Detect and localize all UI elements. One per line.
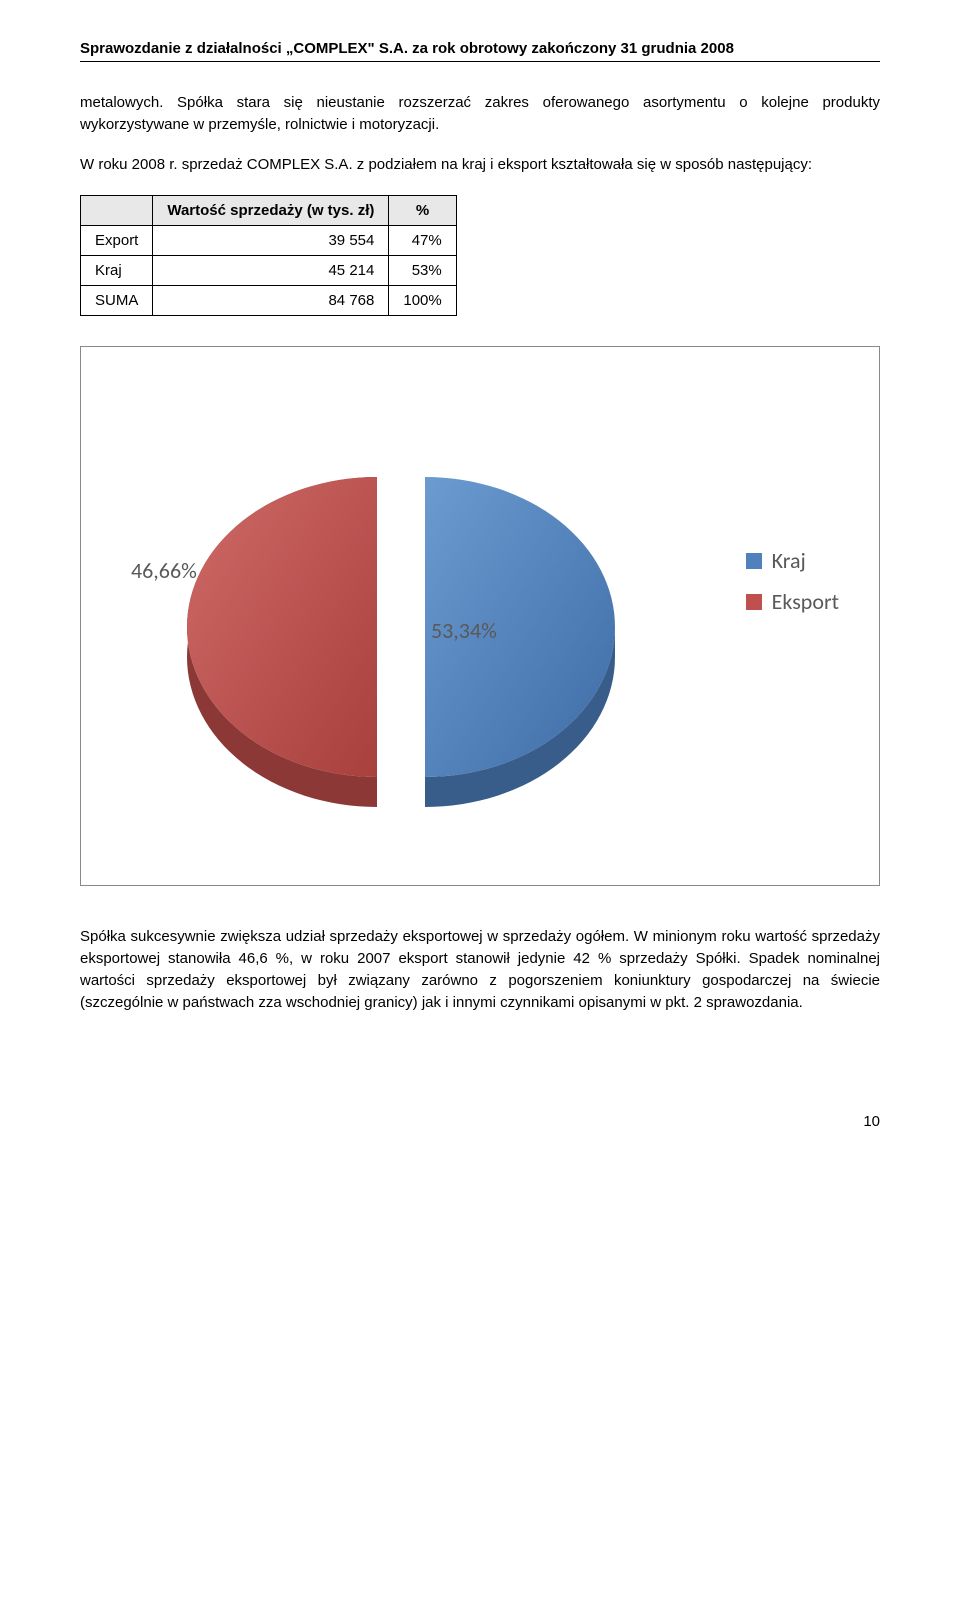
page-number: 10 (80, 1113, 880, 1130)
legend-label-kraj: Kraj (772, 547, 806, 574)
header-divider (80, 61, 880, 62)
pie-chart: 46,66% 53,34% (141, 407, 661, 827)
table-header-value: Wartość sprzedaży (w tys. zł) (153, 196, 389, 226)
table-cell-value: 45 214 (153, 256, 389, 286)
table-cell-pct: 47% (389, 226, 456, 256)
pie-label-eksport: 46,66% (131, 557, 197, 584)
pie-chart-container: 46,66% 53,34% Kraj Eksport (80, 346, 880, 886)
table-cell-label: Export (81, 226, 153, 256)
doc-header-title: Sprawozdanie z działalności „COMPLEX" S.… (80, 40, 880, 57)
table-row: Kraj 45 214 53% (81, 256, 457, 286)
pie-label-kraj: 53,34% (431, 617, 497, 644)
table-row: Export 39 554 47% (81, 226, 457, 256)
table-header-row: Wartość sprzedaży (w tys. zł) % (81, 196, 457, 226)
pie-chart-svg (141, 407, 661, 827)
table-row: SUMA 84 768 100% (81, 286, 457, 316)
table-cell-value: 84 768 (153, 286, 389, 316)
chart-legend: Kraj Eksport (746, 547, 839, 629)
paragraph-3: Spółka sukcesywnie zwiększa udział sprze… (80, 926, 880, 1013)
table-cell-pct: 100% (389, 286, 456, 316)
legend-item-eksport: Eksport (746, 588, 839, 615)
page-container: Sprawozdanie z działalności „COMPLEX" S.… (0, 0, 960, 1170)
paragraph-1: metalowych. Spółka stara się nieustanie … (80, 92, 880, 136)
table-cell-value: 39 554 (153, 226, 389, 256)
table-cell-label: Kraj (81, 256, 153, 286)
paragraph-2: W roku 2008 r. sprzedaż COMPLEX S.A. z p… (80, 154, 880, 176)
table-header-empty (81, 196, 153, 226)
legend-swatch-eksport (746, 594, 762, 610)
legend-swatch-kraj (746, 553, 762, 569)
table-header-pct: % (389, 196, 456, 226)
legend-item-kraj: Kraj (746, 547, 839, 574)
table-cell-pct: 53% (389, 256, 456, 286)
table-cell-label: SUMA (81, 286, 153, 316)
legend-label-eksport: Eksport (772, 588, 839, 615)
sales-table: Wartość sprzedaży (w tys. zł) % Export 3… (80, 195, 457, 316)
